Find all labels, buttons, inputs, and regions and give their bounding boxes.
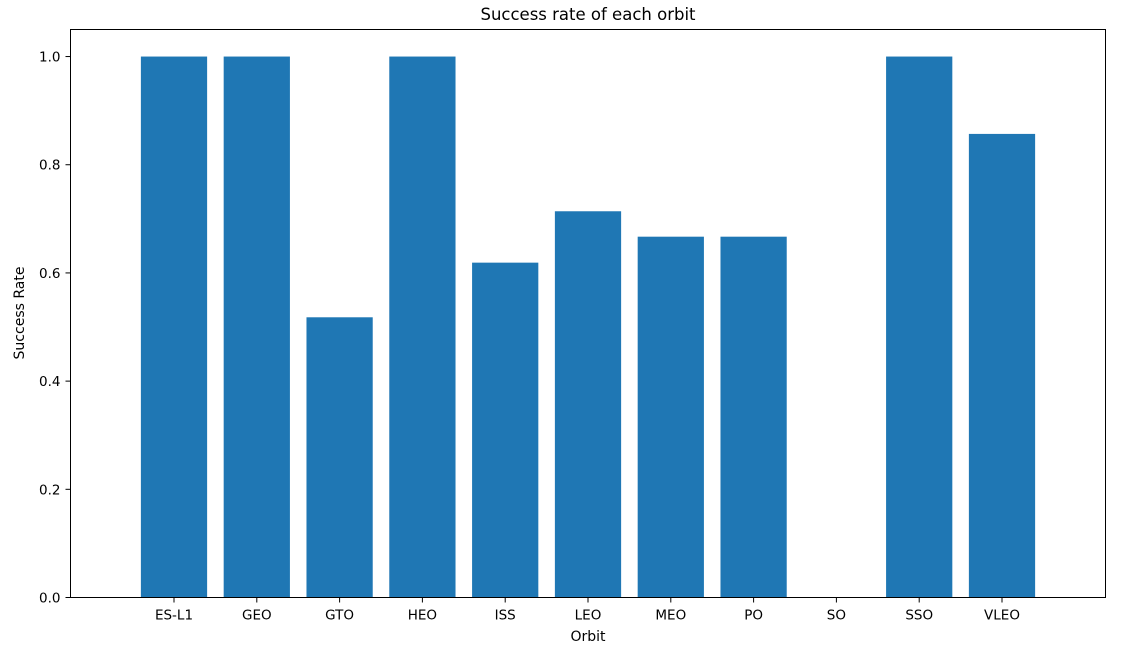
x-tick-label-so: SO [827,608,846,624]
x-axis: ES-L1 GEO GTO HEO ISS LEO MEO PO SO SSO VLEO [155,597,1020,624]
x-tick-label-es-l1: ES-L1 [155,608,193,624]
x-tick-label-meo: MEO [655,608,686,624]
x-tick-label-vleo: VLEO [984,608,1020,624]
y-tick-label-4: 0.8 [39,158,60,174]
bars-group [140,56,1036,598]
bar-heo [389,56,456,598]
bar-meo [637,236,704,598]
x-tick-label-leo: LEO [575,608,602,624]
y-axis-label: Success Rate [12,267,28,360]
bar-es-l1 [140,56,208,598]
x-axis-label: Orbit [570,629,606,645]
y-tick-label-5: 1.0 [39,50,60,66]
x-tick-label-geo: GEO [242,608,272,624]
y-tick-label-2: 0.4 [39,374,60,390]
y-tick-label-0: 0.0 [39,591,60,607]
y-tick-label-1: 0.2 [39,482,60,498]
x-tick-label-po: PO [744,608,763,624]
x-tick-label-gto: GTO [325,608,354,624]
x-tick-label-sso: SSO [905,608,933,624]
bar-geo [223,56,290,598]
y-axis: 0.0 0.2 0.4 0.6 0.8 1.0 [39,50,71,607]
bar-po [720,236,787,598]
x-tick-label-heo: HEO [408,608,437,624]
x-tick-label-iss: ISS [495,608,516,624]
bar-vleo [968,133,1036,598]
bar-gto [306,317,373,598]
chart-title: Success rate of each orbit [480,5,696,24]
bar-iss [472,262,539,598]
y-tick-label-3: 0.6 [39,266,60,282]
bar-leo [554,211,622,598]
bar-sso [886,56,953,598]
